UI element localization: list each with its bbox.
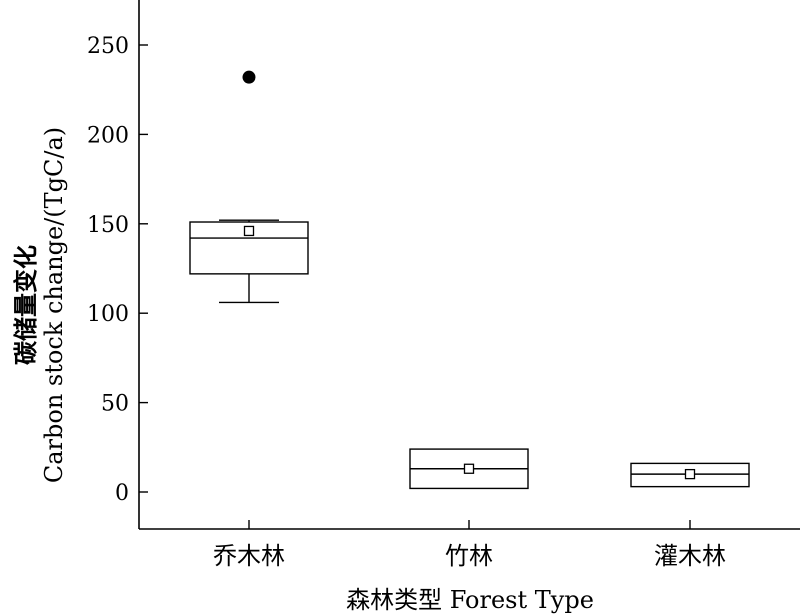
box-2 [409, 448, 529, 490]
x-axis-category-labels: 乔木林 竹林 灌木林 [213, 520, 726, 570]
mean-marker [684, 468, 696, 480]
y-tick-label: 50 [101, 392, 129, 417]
y-axis-title-english: Carbon stock change/(TgC/a) [40, 127, 68, 483]
box-1 [189, 70, 309, 304]
box-rect [189, 221, 309, 275]
x-axis-title: 森林类型 Forest Type [346, 586, 594, 614]
y-axis-ticks: 0 50 100 150 200 250 [87, 34, 148, 506]
mean-marker [463, 463, 475, 474]
x-tick-label: 竹林 [445, 542, 493, 570]
y-axis-title: 碳储量变化 Carbon stock change/(TgC/a) [11, 127, 68, 483]
y-tick-label: 250 [87, 34, 129, 59]
mean-marker [243, 225, 255, 237]
box-3 [630, 462, 750, 488]
y-axis-title-chinese: 碳储量变化 [11, 245, 40, 365]
y-tick-label: 100 [87, 302, 129, 327]
x-tick-label: 灌木林 [654, 542, 726, 570]
boxes [189, 70, 750, 490]
y-tick-label: 150 [87, 213, 129, 238]
x-tick-label: 乔木林 [213, 542, 285, 570]
outlier-point [242, 70, 256, 84]
box-rect [630, 462, 750, 488]
y-tick-label: 0 [115, 481, 129, 506]
y-tick-label: 200 [87, 123, 129, 148]
